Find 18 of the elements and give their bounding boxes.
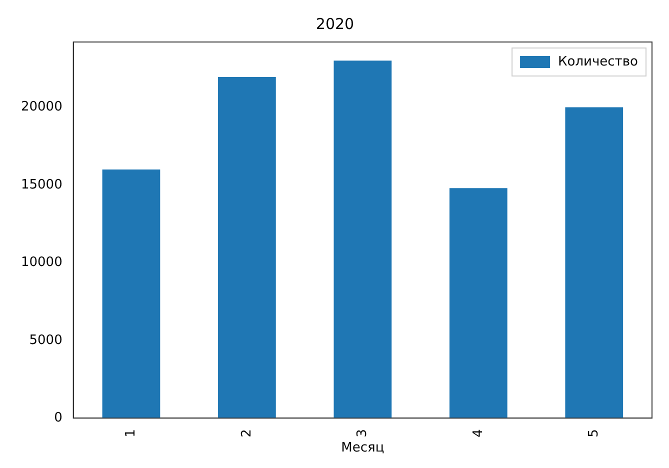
x-axis-title: Месяц xyxy=(341,440,384,456)
y-tick-label: 0 xyxy=(54,410,62,426)
chart-title: 2020 xyxy=(316,14,354,33)
y-tick-label: 15000 xyxy=(20,177,62,192)
bar xyxy=(449,188,508,418)
bar xyxy=(218,76,276,418)
x-tick-label: 3 xyxy=(355,429,370,438)
x-tick-label: 4 xyxy=(470,429,486,438)
x-tick-label: 5 xyxy=(586,429,602,438)
bar xyxy=(334,60,392,418)
y-tick-label: 10000 xyxy=(20,255,62,270)
bar xyxy=(102,169,160,418)
x-tick-label: 2 xyxy=(239,429,254,438)
y-tick-label: 5000 xyxy=(29,332,62,348)
x-tick-label: 1 xyxy=(124,429,139,438)
legend-label: Количество xyxy=(558,54,638,70)
y-tick-label: 20000 xyxy=(20,100,62,115)
bar xyxy=(565,107,624,418)
